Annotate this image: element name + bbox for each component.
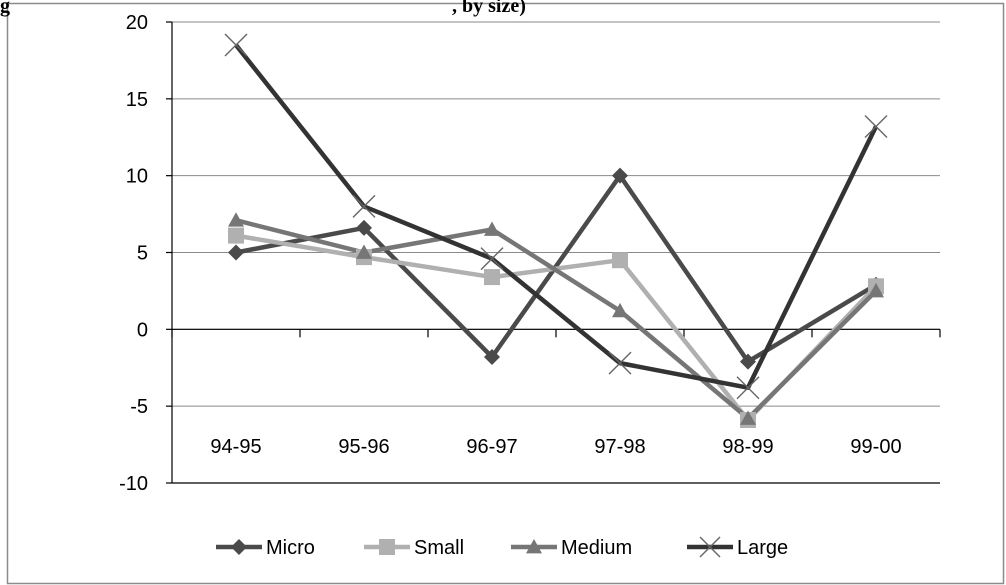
- x-tick-label: 99-00: [850, 436, 901, 458]
- y-tick-label: 10: [126, 166, 148, 188]
- series-line-medium: [235, 218, 878, 421]
- legend-item-micro: Micro: [216, 537, 315, 559]
- legend-marker: [699, 536, 721, 558]
- data-point-large: [736, 376, 760, 400]
- data-point-micro: [356, 219, 372, 236]
- legend-marker: [526, 539, 542, 554]
- data-point-large: [480, 247, 504, 271]
- data-point-medium: [612, 302, 628, 318]
- x-tick-label: 97-98: [594, 436, 645, 458]
- legend-label: Medium: [561, 537, 632, 559]
- legend-label: Small: [414, 537, 464, 559]
- data-point-micro: [228, 244, 244, 261]
- title-fragment-right: , by size): [452, 0, 526, 17]
- data-point-large: [608, 351, 632, 375]
- y-tick-label: 0: [137, 319, 148, 341]
- data-point-micro: [740, 353, 756, 370]
- x-tick-label: 95-96: [338, 436, 389, 458]
- data-point-medium: [740, 410, 756, 425]
- y-tick-label: 15: [126, 89, 148, 111]
- data-point-medium: [868, 282, 884, 298]
- data-point-medium: [356, 244, 372, 259]
- y-axis: 20 15 10 5 0 -5 -10: [119, 12, 940, 495]
- data-point-small: [612, 252, 628, 269]
- data-point-large: [224, 33, 248, 57]
- y-tick-label: 20: [126, 12, 148, 34]
- legend-label: Large: [737, 537, 788, 559]
- plot-area: [224, 33, 888, 428]
- y-tick-label: -5: [130, 396, 148, 418]
- legend-item-small: Small: [364, 537, 464, 559]
- legend-item-large: Large: [687, 536, 788, 559]
- y-tick-label: -10: [119, 473, 148, 495]
- legend-marker: [379, 539, 395, 555]
- x-tick-label: 98-99: [722, 436, 773, 458]
- data-point-large: [864, 114, 888, 138]
- data-point-micro: [484, 348, 500, 365]
- legend-item-medium: Medium: [511, 537, 632, 559]
- legend: Micro Small Medium Large: [216, 536, 788, 559]
- data-point-medium: [484, 221, 500, 236]
- x-axis: 94-95 95-96 96-97 97-98 98-99 99-00: [171, 328, 941, 458]
- data-point-large: [352, 194, 376, 218]
- data-point-medium: [228, 212, 244, 227]
- title-fragment-left: g: [0, 0, 10, 17]
- data-point-micro: [612, 167, 628, 184]
- data-point-small: [228, 227, 244, 244]
- series-line-large: [234, 43, 879, 390]
- legend-label: Micro: [266, 537, 315, 559]
- x-tick-label: 94-95: [210, 436, 261, 458]
- legend-marker: [231, 539, 247, 555]
- chart-border: [6, 2, 1005, 585]
- data-point-small: [484, 269, 500, 286]
- x-tick-label: 96-97: [466, 436, 517, 458]
- y-tick-label: 5: [137, 243, 148, 265]
